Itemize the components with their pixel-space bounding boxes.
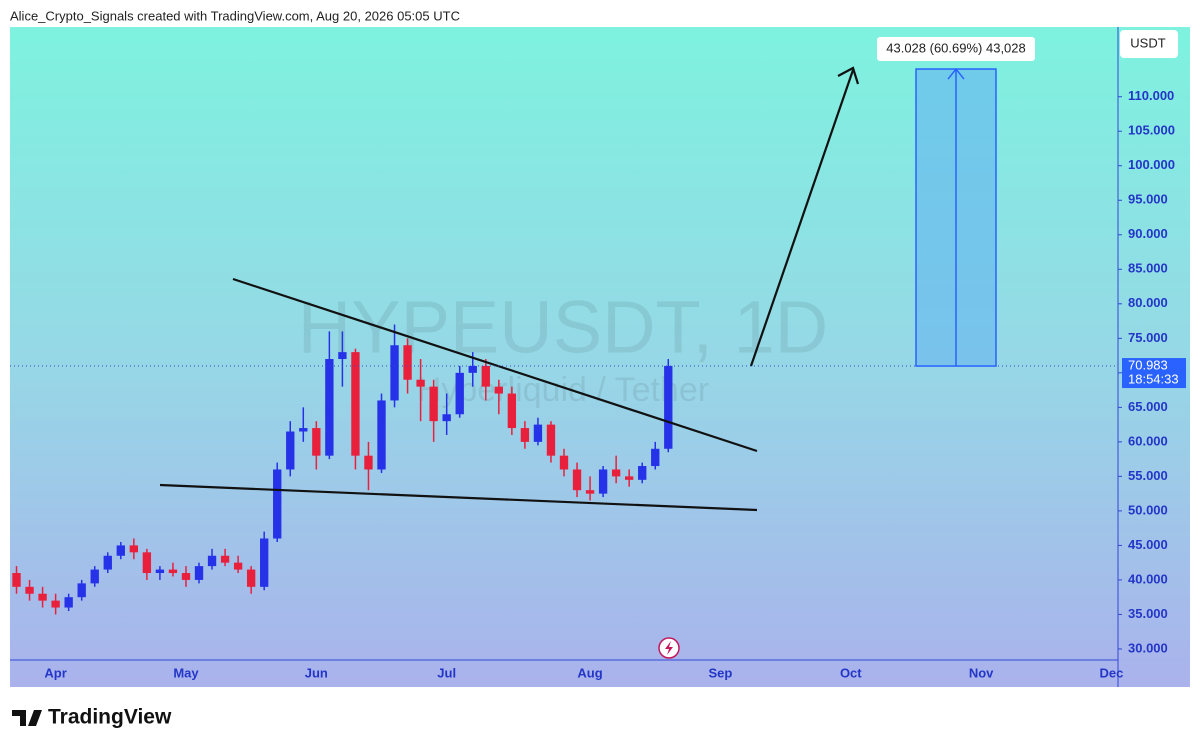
candle-body bbox=[403, 345, 412, 380]
candle-body bbox=[273, 469, 282, 539]
x-tick-label: Aug bbox=[577, 665, 602, 680]
candle-body bbox=[220, 555, 230, 563]
currency-box bbox=[1120, 30, 1178, 58]
candle-body bbox=[546, 424, 556, 456]
candle-body bbox=[155, 569, 165, 574]
last-price: 70.983 bbox=[1128, 357, 1168, 372]
candle-body bbox=[651, 448, 660, 467]
candle-body bbox=[12, 573, 21, 587]
arrow-head bbox=[837, 66, 860, 85]
candle-body bbox=[142, 552, 152, 574]
x-tick-label: Oct bbox=[840, 665, 862, 680]
candle-body bbox=[625, 476, 634, 480]
candle-body bbox=[364, 455, 373, 470]
candle-body bbox=[442, 414, 451, 422]
logo: TradingView bbox=[48, 706, 172, 729]
candle-body bbox=[194, 566, 204, 580]
candle-body bbox=[338, 352, 347, 360]
candle-body bbox=[494, 386, 503, 394]
y-tick-label: 75.000 bbox=[1128, 330, 1168, 345]
y-tick-label: 90.000 bbox=[1128, 226, 1168, 241]
event-icon-bolt bbox=[665, 641, 673, 655]
candle-body bbox=[533, 424, 543, 442]
candle-body bbox=[598, 469, 608, 494]
candle-body bbox=[181, 573, 191, 580]
x-tick-label: Sep bbox=[709, 665, 733, 680]
candle-body bbox=[312, 428, 321, 456]
candle-body bbox=[299, 428, 308, 432]
candle-body bbox=[585, 490, 595, 494]
trendline bbox=[232, 277, 758, 453]
candle-body bbox=[468, 365, 477, 373]
measure-arrow-head bbox=[947, 67, 965, 80]
candles bbox=[12, 324, 673, 615]
y-tick-label: 45.000 bbox=[1128, 537, 1168, 552]
candle-body bbox=[351, 352, 360, 456]
candle-body bbox=[38, 593, 47, 601]
x-tick-label: Jul bbox=[437, 665, 456, 680]
candle-body bbox=[286, 431, 295, 470]
y-tick-label: 110.000 bbox=[1128, 88, 1174, 103]
candle-body bbox=[611, 469, 621, 477]
candle-body bbox=[664, 365, 673, 449]
y-tick-label: 100.000 bbox=[1128, 157, 1175, 172]
candle-body bbox=[507, 393, 517, 429]
y-tick-label: 40.000 bbox=[1128, 571, 1168, 586]
candle-body bbox=[429, 386, 438, 422]
candle-body bbox=[25, 586, 34, 594]
candle-body bbox=[416, 379, 425, 387]
candle-body bbox=[77, 583, 86, 598]
y-tick-label: 55.000 bbox=[1128, 468, 1168, 483]
x-tick-label: May bbox=[173, 665, 199, 680]
candle-body bbox=[390, 345, 399, 401]
currency: USDT bbox=[1130, 35, 1165, 50]
candle-body bbox=[64, 597, 73, 608]
x-tick-label: Jun bbox=[305, 665, 328, 680]
y-tick-label: 105.000 bbox=[1128, 123, 1175, 138]
candle-body bbox=[116, 545, 125, 556]
y-tick-label: 60.000 bbox=[1128, 433, 1168, 448]
price-axis-background bbox=[1118, 27, 1190, 687]
x-tick-label: Nov bbox=[969, 665, 994, 680]
countdown: 18:54:33 bbox=[1128, 371, 1179, 386]
measure-label: 43.028 (60.69%) 43,028 bbox=[886, 40, 1026, 55]
y-tick-label: 85.000 bbox=[1128, 261, 1168, 276]
y-tick-label: 30.000 bbox=[1128, 640, 1168, 655]
measure-label-box bbox=[877, 37, 1035, 62]
x-tick-label: Dec bbox=[1100, 665, 1124, 680]
candle-body bbox=[129, 545, 139, 553]
candle-body bbox=[455, 372, 464, 415]
candle-body bbox=[559, 455, 569, 470]
candle-body bbox=[207, 555, 217, 567]
y-tick-label: 50.000 bbox=[1128, 502, 1168, 517]
watermark: HYPEUSDT, 1D bbox=[298, 286, 828, 369]
candle-body bbox=[260, 538, 269, 587]
y-tick-label: 35.000 bbox=[1128, 606, 1168, 621]
last-price-box bbox=[1122, 358, 1186, 389]
candle-body bbox=[233, 562, 243, 570]
y-tick-label: 65.000 bbox=[1128, 399, 1168, 414]
trendline bbox=[159, 483, 758, 512]
candle-body bbox=[520, 428, 530, 442]
candle-body bbox=[325, 359, 334, 456]
logo-icon bbox=[12, 710, 42, 726]
y-tick-label: 95.000 bbox=[1128, 192, 1168, 207]
candle-body bbox=[51, 600, 60, 608]
x-tick-label: Apr bbox=[44, 665, 66, 680]
candle-body bbox=[90, 569, 99, 584]
candle-body bbox=[168, 569, 178, 574]
y-tick-label: 80.000 bbox=[1128, 295, 1168, 310]
watermark-subtitle: Hyperliquid / Tether bbox=[417, 371, 709, 409]
candle-body bbox=[377, 400, 386, 470]
candle-body bbox=[481, 365, 490, 387]
header: Alice_Crypto_Signals created with Tradin… bbox=[10, 8, 460, 23]
candle-body bbox=[572, 469, 582, 491]
candle-body bbox=[246, 569, 256, 587]
candle-body bbox=[103, 555, 112, 570]
candle-body bbox=[638, 466, 647, 480]
arrow bbox=[749, 69, 855, 367]
